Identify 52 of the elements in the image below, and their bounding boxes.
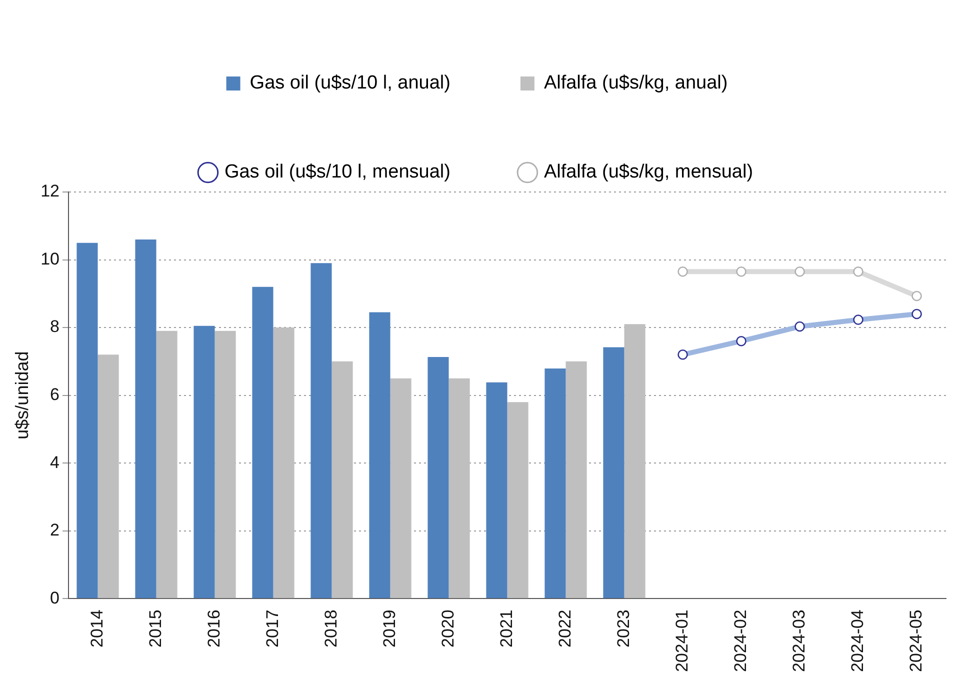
x-tick-label: 2021 bbox=[496, 610, 516, 648]
bar bbox=[603, 347, 624, 598]
bar bbox=[273, 328, 294, 598]
point bbox=[853, 266, 864, 277]
bar bbox=[486, 382, 508, 598]
y-tick-label: 6 bbox=[50, 384, 60, 404]
bar bbox=[390, 378, 412, 598]
bar bbox=[135, 239, 156, 598]
point bbox=[736, 266, 746, 277]
point bbox=[794, 266, 805, 277]
legend-label: Gas oil (u$s/10 l, anual) bbox=[250, 72, 450, 94]
bar bbox=[194, 326, 215, 598]
bar bbox=[544, 368, 566, 598]
x-tick-label: 2023 bbox=[614, 610, 633, 648]
x-tick-label: 2019 bbox=[380, 610, 399, 648]
bar bbox=[214, 330, 236, 598]
x-tick-label: 2020 bbox=[438, 610, 458, 648]
bar bbox=[428, 357, 449, 598]
bar bbox=[566, 361, 587, 598]
y-tick-label: 8 bbox=[50, 317, 60, 336]
x-tick-label: 2022 bbox=[555, 610, 574, 648]
x-tick-label: 2017 bbox=[262, 610, 282, 648]
legend-label: Alfalfa (u$s/kg, mensual) bbox=[544, 162, 754, 183]
bar bbox=[98, 354, 119, 598]
bar bbox=[624, 324, 646, 598]
x-tick-label: 2024-05 bbox=[906, 610, 926, 672]
y-axis-title: u$s/unidad bbox=[12, 351, 32, 440]
point bbox=[678, 266, 688, 277]
y-tick-label: 12 bbox=[40, 182, 60, 201]
legend-label: Alfalfa (u$s/kg, anual) bbox=[544, 72, 728, 94]
legend-label: Gas oil (u$s/10 l, mensual) bbox=[224, 162, 450, 183]
x-tick-label: 2024-01 bbox=[672, 610, 692, 672]
y-tick-label: 10 bbox=[40, 249, 60, 268]
y-tick-label: 2 bbox=[50, 520, 60, 540]
point bbox=[912, 290, 922, 302]
y-tick-label: 0 bbox=[50, 588, 60, 608]
bar bbox=[252, 286, 274, 598]
bar bbox=[448, 378, 470, 598]
bar bbox=[507, 402, 528, 598]
y-tick-label: 4 bbox=[50, 452, 60, 472]
bar bbox=[310, 263, 332, 598]
x-tick-label: 2024-04 bbox=[848, 610, 867, 672]
x-tick-label: 2014 bbox=[87, 610, 106, 648]
x-tick-label: 2018 bbox=[321, 610, 340, 648]
bar bbox=[156, 330, 178, 598]
x-tick-label: 2024-03 bbox=[789, 610, 808, 672]
bar bbox=[76, 242, 98, 598]
x-tick-label: 2015 bbox=[146, 610, 165, 648]
bar bbox=[332, 361, 353, 598]
x-tick-label: 2016 bbox=[204, 610, 224, 648]
x-tick-label: 2024-02 bbox=[730, 610, 750, 672]
bar bbox=[369, 312, 390, 598]
